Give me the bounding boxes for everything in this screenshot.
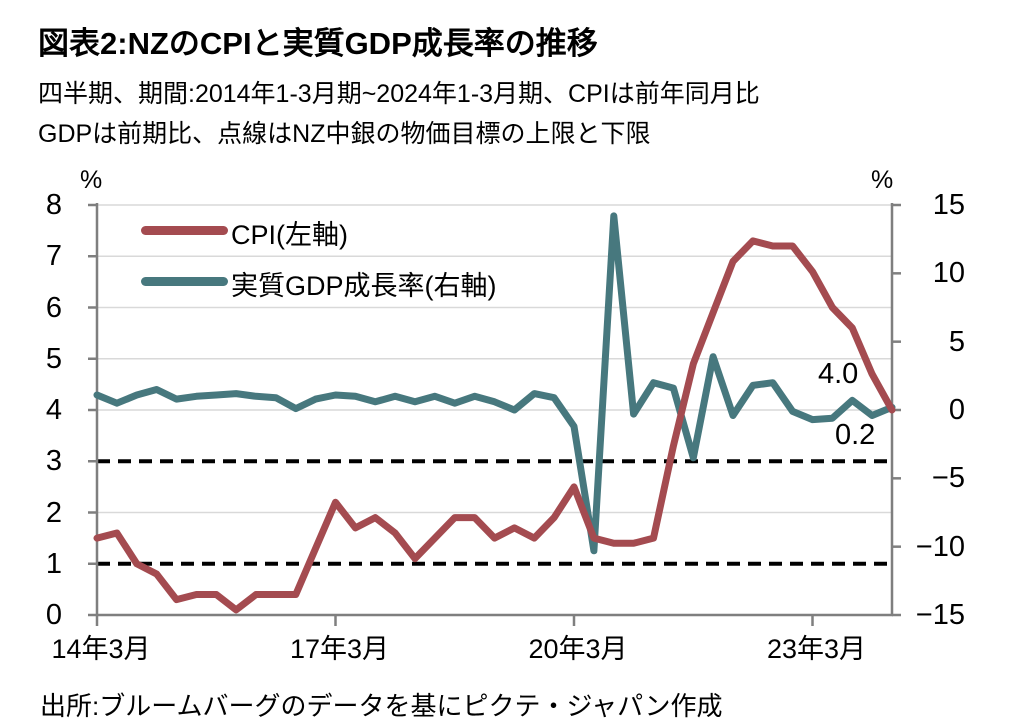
left-axis-tick-label: 7 [45,240,62,273]
gdp-line [93,212,896,555]
cpi-last-value-annotation: 4.0 [818,358,859,390]
page-title: 図表2:NZのCPIと実質GDP成長率の推移 [38,26,598,61]
cpi-line [93,237,896,614]
cpi-legend-line-swatch [141,226,228,235]
gdp-legend-line-swatch [141,277,228,286]
left-axis-tick-label: 4 [45,394,62,426]
left-axis-unit-label: % [80,166,103,194]
right-axis-tick-label: −15 [915,599,965,631]
chart-subtitle-line2: GDPは前期比、点線はNZ中銀の物価目標の上限と下限 [38,120,651,148]
left-axis-tick-label: 0 [45,599,62,631]
x-axis-tick-label: 14年3月 [51,634,151,664]
cpi-legend-label: CPI(左軸) [231,220,348,250]
right-axis-tick-label: 5 [948,325,965,358]
right-axis-unit-label: % [871,166,894,194]
x-axis-tick-label: 23年3月 [766,634,867,664]
left-axis-tick-label: 1 [45,547,62,580]
x-axis-tick-label: 17年3月 [289,634,390,664]
right-axis-tick-label: −10 [915,530,965,563]
right-axis-tick-label: 15 [932,189,965,221]
left-axis-tick-label: 2 [45,496,62,529]
x-axis-tick-label: 20年3月 [528,634,628,664]
gdp-last-value-annotation: 0.2 [835,419,876,451]
left-axis-tick-label: 3 [45,445,62,478]
left-axis-tick-label: 8 [45,189,62,221]
right-axis-tick-label: 0 [948,394,965,426]
right-axis-tick-label: −5 [931,462,965,495]
left-axis-tick-label: 5 [45,342,62,375]
right-axis-tick-label: 10 [932,257,965,290]
gdp-legend-label: 実質GDP成長率(右軸) [231,271,497,301]
chart-subtitle-line1: 四半期、期間:2014年1-3月期~2024年1-3月期、CPIは前年同月比 [38,80,760,108]
left-axis-tick-label: 6 [45,291,62,324]
source-note: 出所:ブルームバーグのデータを基にピクテ・ジャパン作成 [40,691,723,721]
